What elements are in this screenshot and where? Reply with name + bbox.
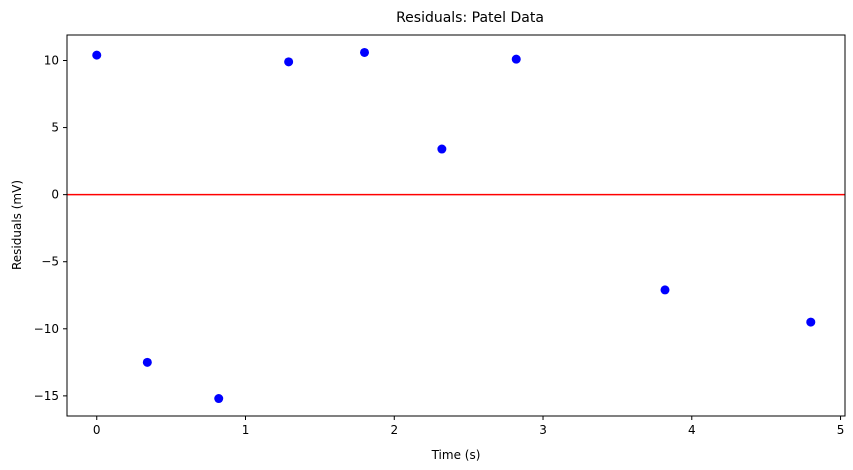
data-point	[437, 144, 447, 154]
x-tick-label: 4	[688, 423, 696, 437]
plot-area	[67, 47, 845, 404]
data-point	[284, 57, 294, 67]
y-tick-label: 5	[51, 121, 59, 135]
data-point	[214, 394, 224, 404]
y-tick-label: 0	[51, 188, 59, 202]
data-point	[92, 50, 102, 60]
data-point	[660, 285, 670, 295]
plot-frame	[66, 34, 846, 417]
y-tick-label: 10	[44, 53, 59, 67]
data-point	[806, 317, 816, 327]
x-tick-label: 2	[390, 423, 398, 437]
x-axis-label: Time (s)	[431, 448, 481, 462]
x-tick-label: 3	[539, 423, 547, 437]
y-tick-label: −5	[41, 255, 59, 269]
chart-title: Residuals: Patel Data	[396, 10, 544, 26]
y-axis-label: Residuals (mV)	[10, 180, 24, 270]
y-tick-label: −15	[34, 389, 59, 403]
data-point	[360, 47, 370, 57]
x-tick-label: 0	[93, 423, 101, 437]
data-point	[511, 54, 521, 64]
y-tick-label: −10	[34, 322, 59, 336]
data-point	[142, 357, 152, 367]
x-tick-label: 1	[242, 423, 250, 437]
x-tick-label: 5	[837, 423, 845, 437]
